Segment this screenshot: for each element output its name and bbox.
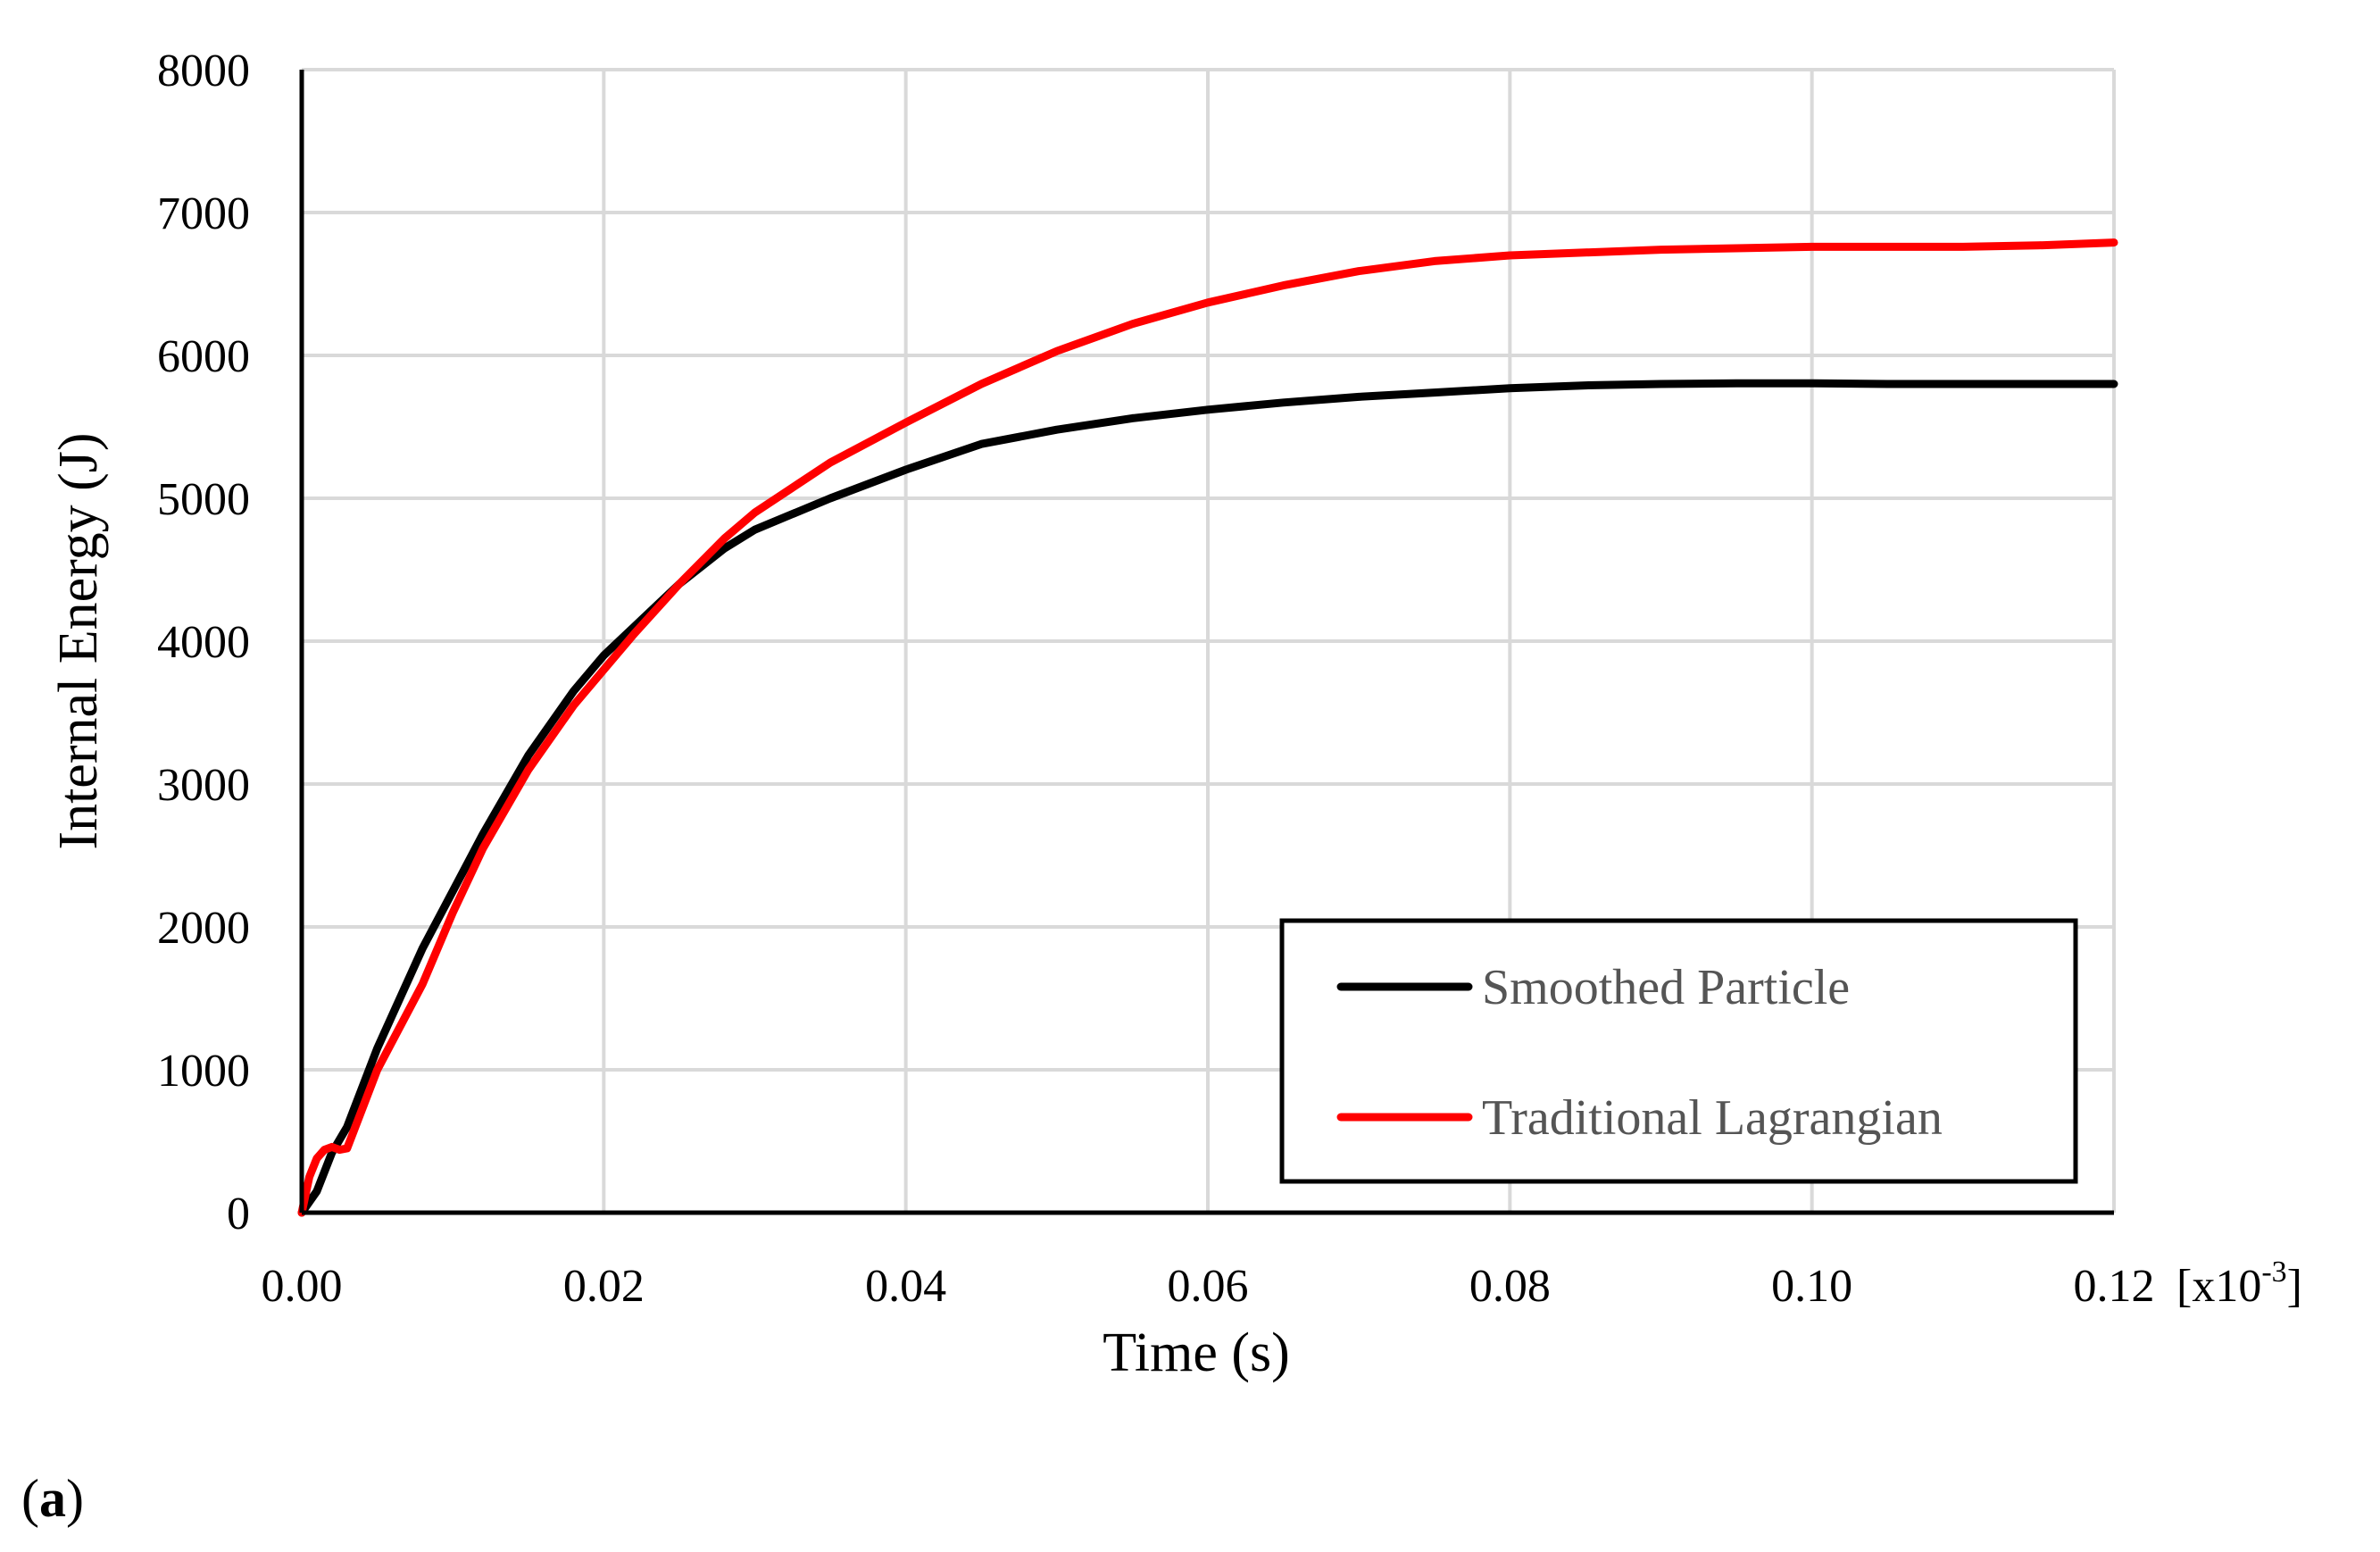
legend-label-smoothed-particle: Smoothed Particle bbox=[1482, 960, 1850, 1015]
x-unit-close: ] bbox=[2287, 1261, 2302, 1312]
legend-label-traditional-lagrangian: Traditional Lagrangian bbox=[1482, 1090, 1943, 1146]
legend-box bbox=[1279, 918, 2078, 1184]
panel-label-close: ) bbox=[66, 1469, 84, 1528]
x-tick-label-6: 0.12 bbox=[2074, 1261, 2155, 1312]
x-tick-label-5: 0.10 bbox=[1771, 1261, 1852, 1312]
x-axis-title: Time (s) bbox=[1103, 1323, 1290, 1383]
x-tick-labels: 0.00 0.02 0.04 0.06 0.08 0.10 0.12 bbox=[262, 1261, 2155, 1312]
x-tick-label-1: 0.02 bbox=[563, 1261, 645, 1312]
y-tick-label-4: 4000 bbox=[157, 617, 250, 668]
panel-label-open: ( bbox=[21, 1469, 39, 1528]
y-tick-labels: 0 1000 2000 3000 4000 5000 6000 7000 8000 bbox=[157, 46, 250, 1239]
series-line-smoothed-particle bbox=[297, 379, 2118, 1217]
x-tick-label-4: 0.08 bbox=[1469, 1261, 1551, 1312]
x-tick-label-0: 0.00 bbox=[262, 1261, 343, 1312]
y-tick-label-0: 0 bbox=[227, 1189, 250, 1239]
panel-label-letter: a bbox=[39, 1469, 66, 1528]
x-unit-suffix: [x10-3] bbox=[2176, 1256, 2302, 1312]
y-tick-label-3: 3000 bbox=[157, 760, 250, 811]
y-tick-label-7: 7000 bbox=[157, 188, 250, 239]
y-tick-label-1: 1000 bbox=[157, 1046, 250, 1097]
series-line-traditional-lagrangian bbox=[297, 238, 2118, 1217]
x-tick-label-2: 0.04 bbox=[865, 1261, 946, 1312]
y-tick-label-5: 5000 bbox=[157, 474, 250, 525]
y-axis-title: Internal Energy (J) bbox=[48, 432, 109, 849]
series-layer bbox=[297, 238, 2118, 1217]
panel-label: (a) bbox=[21, 1469, 84, 1528]
y-tick-label-8: 8000 bbox=[157, 46, 250, 96]
y-tick-label-6: 6000 bbox=[157, 331, 250, 382]
grid-layer bbox=[302, 68, 2116, 1213]
legend: Smoothed Particle Traditional Lagrangian bbox=[1279, 918, 2078, 1184]
y-tick-label-2: 2000 bbox=[157, 903, 250, 954]
x-tick-label-3: 0.06 bbox=[1168, 1261, 1249, 1312]
x-unit-exponent: -3 bbox=[2261, 1256, 2286, 1289]
